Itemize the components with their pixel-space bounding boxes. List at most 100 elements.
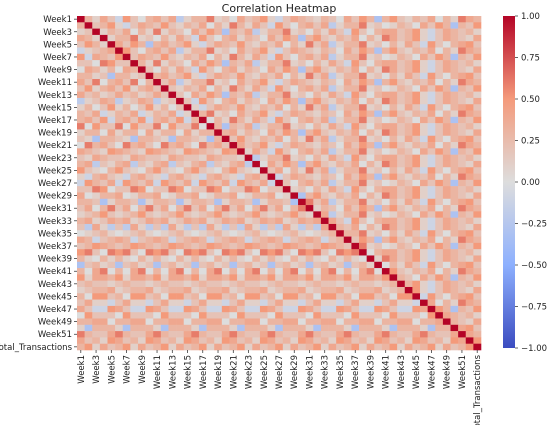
heatmap-cell (442, 116, 451, 124)
heatmap-cell (381, 148, 390, 155)
heatmap-cell (328, 223, 337, 231)
heatmap-cell (412, 217, 421, 225)
heatmap-cell (160, 299, 169, 307)
heatmap-cell (381, 91, 390, 99)
heatmap-cell (313, 186, 322, 193)
heatmap-cell (99, 186, 108, 193)
heatmap-cell (214, 160, 223, 168)
heatmap-cell (214, 41, 223, 48)
heatmap-cell (442, 305, 451, 313)
heatmap-cell (153, 167, 162, 174)
heatmap-cell (160, 85, 169, 92)
heatmap-cell (389, 91, 398, 99)
heatmap-cell (168, 142, 177, 149)
heatmap-cell (389, 312, 398, 319)
heatmap-cell (77, 293, 85, 300)
heatmap-cell (168, 72, 177, 80)
heatmap-cell (153, 154, 162, 162)
heatmap-cell (473, 299, 482, 307)
heatmap-cell (420, 154, 428, 162)
heatmap-cell (450, 205, 459, 212)
heatmap-cell (267, 249, 276, 256)
heatmap-cell (420, 135, 428, 143)
heatmap-cell (183, 268, 192, 275)
heatmap-cell (282, 167, 291, 174)
heatmap-cell (214, 104, 223, 111)
heatmap-cell (351, 293, 360, 300)
heatmap-cell (320, 22, 329, 29)
heatmap-cell (153, 192, 162, 200)
heatmap-cell (176, 255, 185, 263)
heatmap-cell (183, 324, 192, 332)
heatmap-cell (389, 167, 398, 174)
heatmap-cell (427, 28, 436, 36)
x-tick-label: Week11 (153, 355, 163, 389)
colorbar (503, 16, 515, 348)
heatmap-cell (328, 123, 337, 130)
heatmap-cell (275, 135, 284, 143)
heatmap-cell (442, 343, 451, 351)
heatmap-cell (107, 28, 116, 36)
heatmap-cell (191, 192, 200, 200)
heatmap-cell (115, 148, 124, 155)
heatmap-cell (77, 286, 85, 294)
heatmap-cell (282, 41, 291, 48)
heatmap-cell (237, 192, 245, 200)
heatmap-cell (313, 34, 322, 42)
heatmap-cell (130, 53, 139, 61)
heatmap-cell (183, 230, 192, 237)
heatmap-cell (221, 217, 230, 225)
heatmap-cell (145, 110, 154, 118)
heatmap-cell (176, 34, 185, 42)
heatmap-cell (381, 217, 390, 225)
heatmap-cell (313, 268, 322, 275)
heatmap-cell (84, 135, 93, 143)
heatmap-cell (336, 312, 345, 319)
heatmap-cell (275, 129, 284, 137)
heatmap-cell (168, 148, 177, 155)
heatmap-cell (336, 186, 345, 193)
heatmap-cell (404, 72, 413, 80)
x-tick-label: Total_Transactions (473, 354, 483, 425)
heatmap-cell (473, 337, 482, 344)
heatmap-cell (92, 85, 101, 92)
heatmap-cell (275, 318, 284, 326)
heatmap-cell (351, 66, 360, 74)
heatmap-cell (290, 41, 299, 48)
heatmap-cell (176, 110, 185, 118)
heatmap-cell (336, 198, 345, 206)
heatmap-cell (115, 331, 124, 338)
heatmap-cell (351, 217, 360, 225)
heatmap-cell (77, 268, 85, 275)
heatmap-cell (214, 28, 223, 36)
heatmap-cell (313, 167, 322, 174)
heatmap-cell (328, 186, 337, 193)
heatmap-cell (458, 123, 467, 130)
heatmap-cell (351, 129, 360, 137)
heatmap-cell (458, 135, 467, 143)
heatmap-cell (450, 129, 459, 137)
heatmap-cell (115, 160, 124, 168)
heatmap-cell (366, 286, 375, 294)
heatmap-cell (320, 53, 329, 61)
heatmap-cell (282, 142, 291, 149)
heatmap-cell (191, 305, 200, 313)
heatmap-cell (442, 104, 451, 111)
heatmap-cell (374, 268, 383, 275)
heatmap-cell (305, 22, 314, 29)
heatmap-cell (198, 72, 207, 80)
heatmap-cell (214, 148, 223, 155)
heatmap-cell (137, 286, 146, 294)
heatmap-cell (427, 91, 436, 99)
heatmap-cell (404, 305, 413, 313)
heatmap-cell (221, 268, 230, 275)
heatmap-cell (183, 274, 192, 281)
heatmap-cell (450, 28, 459, 36)
heatmap-cell (374, 331, 383, 338)
heatmap-cell (389, 343, 398, 351)
heatmap-cell (137, 72, 146, 80)
heatmap-cell (366, 268, 375, 275)
heatmap-cell (420, 255, 428, 263)
heatmap-cell (275, 167, 284, 174)
heatmap-cell (237, 223, 245, 231)
